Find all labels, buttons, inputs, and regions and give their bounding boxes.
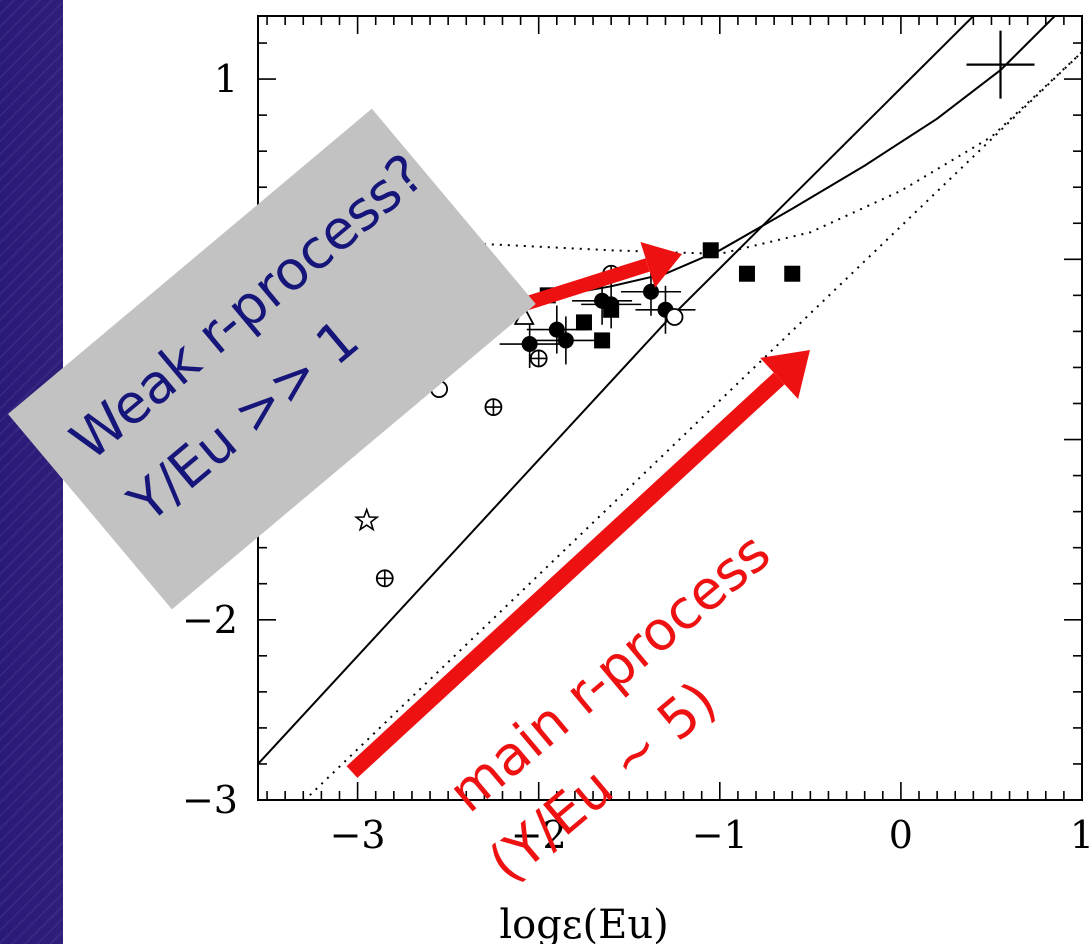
x-tick-label: −1	[692, 813, 748, 857]
x-tick-label: 1	[1070, 813, 1090, 857]
red-arrow-upper-head	[640, 242, 682, 288]
tick-labels: −3 −2 −1 0 1 −3 −2 1	[182, 57, 1090, 857]
red-arrow-lower-head	[760, 350, 810, 400]
filled-circle-point	[557, 332, 574, 349]
y-tick-label: −2	[182, 598, 238, 642]
filled-circle-point	[521, 336, 538, 353]
filled-square-point	[784, 265, 801, 282]
x-axis-title: logε(Eu)	[499, 902, 668, 944]
filled-circle-point	[548, 321, 565, 338]
open-circle-point	[665, 308, 684, 326]
filled-square-point	[575, 314, 592, 331]
y-tick-label: 1	[214, 57, 238, 101]
filled-square-point	[702, 242, 719, 259]
y-tick-label: −3	[182, 778, 238, 822]
filled-square-point	[738, 265, 755, 282]
red-arrow-lower-shaft	[346, 372, 785, 778]
x-tick-label: 0	[889, 813, 913, 857]
x-tick-label: −3	[330, 813, 386, 857]
open-star-point	[353, 507, 380, 532]
filled-square-point	[594, 332, 611, 349]
model-curve-dotted	[303, 51, 1082, 800]
filled-circle-point	[642, 283, 659, 300]
filled-circle-point	[603, 296, 620, 313]
model-curve-dotted	[411, 51, 1082, 255]
x-tick-label: −2	[511, 813, 567, 857]
